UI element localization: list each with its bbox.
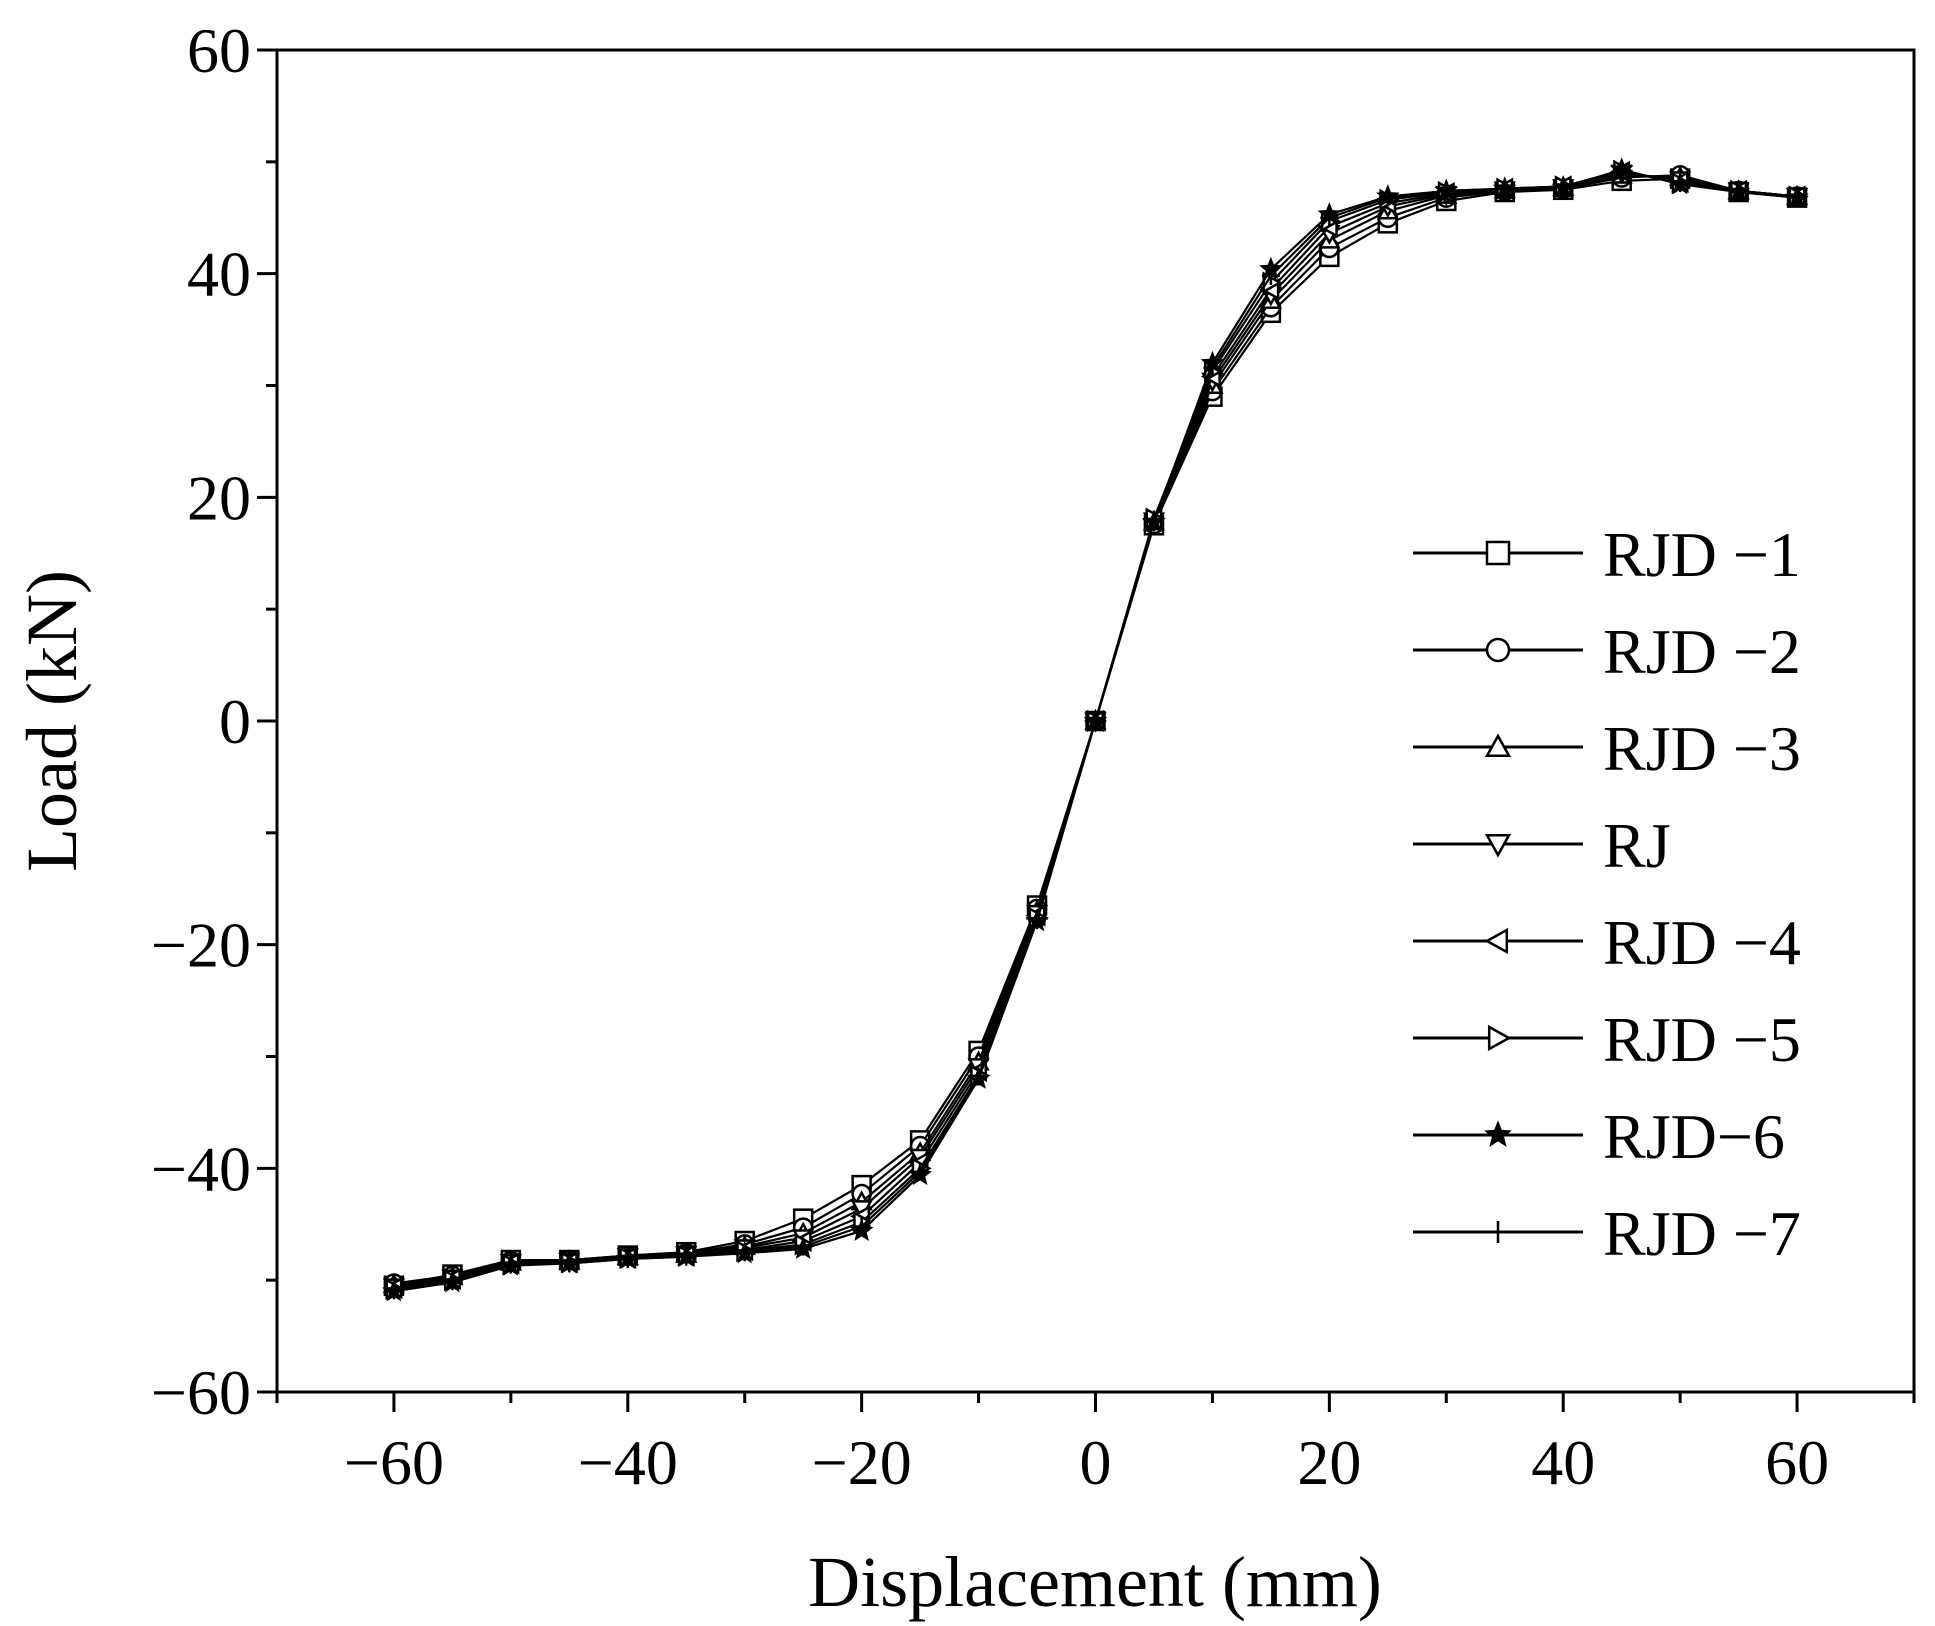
data-point [501,1255,520,1274]
legend-marker [1484,733,1512,758]
data-point [1378,188,1397,207]
x-tick-label: 60 [1765,1427,1829,1498]
data-point [560,1254,579,1273]
legend-item: RJD −3 [1413,713,1801,784]
legend-item: RJD −1 [1413,519,1801,590]
legend-marker [1484,927,1509,955]
legend-label: RJD −5 [1603,1004,1801,1075]
x-tick-label: 20 [1297,1427,1361,1498]
legend-label: RJD −4 [1603,907,1801,978]
legend-marker [1484,1120,1512,1147]
data-point [794,1237,813,1256]
series-8 [384,161,1807,1300]
legend-marker [1487,1221,1509,1243]
data-point [618,1249,637,1268]
legend-label: RJD−6 [1603,1101,1785,1172]
x-axis-title: Displacement (mm) [808,1542,1382,1622]
y-tick-label: −20 [151,910,251,981]
data-point [443,1272,462,1291]
legend-item: RJD −2 [1413,616,1801,687]
data-point [1437,181,1456,200]
x-tick-label: 40 [1531,1427,1595,1498]
y-tick-label: −60 [151,1357,251,1428]
legend-label: RJ [1603,810,1671,881]
y-tick-label: 20 [187,462,251,533]
y-tick-label: 40 [187,239,251,310]
y-tick-label: 60 [187,15,251,86]
data-point [384,1281,403,1300]
series-4 [382,164,1809,1299]
data-point [1261,266,1280,285]
data-point [1028,911,1047,930]
data-point [1554,177,1573,196]
data-point [1612,161,1631,180]
legend-item: RJD −5 [1413,1004,1801,1075]
x-tick-label: −40 [578,1427,678,1498]
data-point [735,1243,754,1262]
data-point [852,1217,871,1236]
y-axis-title: Load (kN) [12,570,92,872]
series-layer [382,157,1809,1302]
x-tick-label: −20 [812,1427,912,1498]
x-tick-label: 0 [1080,1427,1112,1498]
data-point [911,1162,930,1181]
legend-marker [1485,637,1511,663]
data-point [1203,358,1222,377]
data-point [1671,174,1690,193]
legend-marker [1485,540,1511,566]
legend-item: RJD −7 [1413,1198,1801,1269]
legend-item: RJ [1413,810,1671,881]
legend-marker [1484,833,1512,858]
x-tick-label: −60 [344,1427,444,1498]
x-axis: −60 −40 −20 0 20 40 60 [275,1392,1916,1498]
legend-label: RJD −7 [1603,1198,1801,1269]
data-point [677,1247,696,1266]
data-point [969,1067,988,1086]
data-point [1086,712,1105,730]
legend-label: RJD −2 [1603,616,1801,687]
y-tick-label: −40 [151,1133,251,1204]
legend: RJD −1 RJD −2 RJD −3 RJ RJD −4 RJD −5 RJD−6 RJD… [1413,519,1801,1269]
y-tick-label: 0 [219,686,251,757]
data-point [1788,187,1807,206]
legend-label: RJD −3 [1603,713,1801,784]
data-point [1495,179,1514,198]
data-point [1320,208,1339,227]
legend-item: RJD−6 [1413,1101,1785,1172]
data-point [1729,181,1748,200]
data-point [1144,510,1163,529]
legend-label: RJD −1 [1603,519,1801,590]
legend-marker [1487,1024,1512,1052]
legend-item: RJD −4 [1413,907,1801,978]
y-axis: −60 −40 −20 0 20 40 60 [151,15,277,1428]
